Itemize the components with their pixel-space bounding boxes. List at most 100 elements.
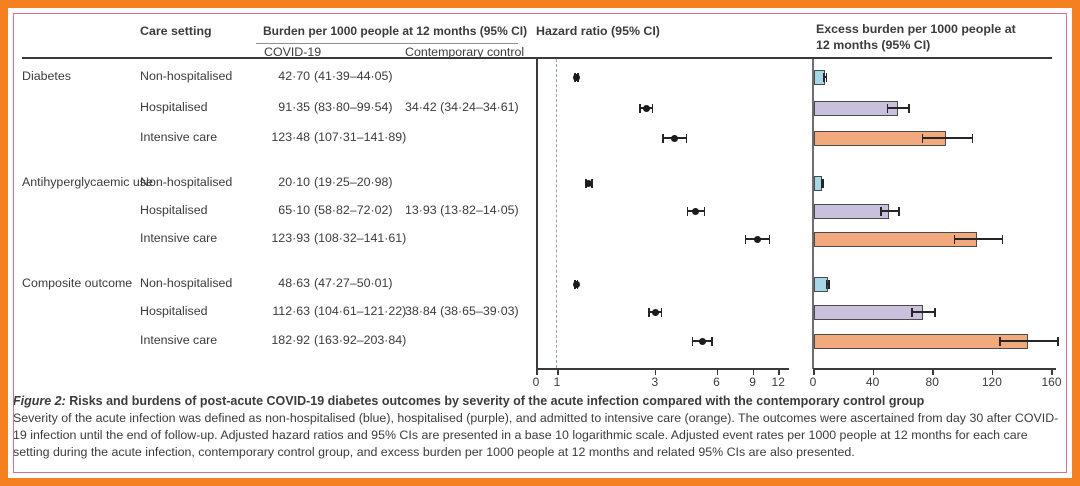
care-setting-label: Hospitalised bbox=[140, 203, 208, 217]
outcome-label: Antihyperglycaemic use bbox=[22, 175, 153, 189]
excess-ci-cap-right bbox=[828, 279, 830, 289]
excess-ci-line bbox=[921, 137, 974, 139]
outcome-label: Diabetes bbox=[22, 69, 71, 83]
hr-ci-cap-right bbox=[703, 206, 706, 216]
covid-burden-value: 65·10 (58·82–72·02) bbox=[263, 203, 393, 218]
hazard-axis-tick bbox=[778, 369, 780, 375]
figure-title-text: Risks and burdens of post-acute COVID-19… bbox=[65, 394, 925, 408]
hr-point bbox=[573, 73, 581, 81]
hr-ci-cap-right bbox=[651, 103, 654, 113]
covid-burden-value: 112·63 (104·61–121·22) bbox=[263, 304, 406, 319]
care-setting-label: Non-hospitalised bbox=[140, 276, 233, 290]
excess-burden-header: Excess burden per 1000 people at 12 mont… bbox=[816, 22, 1016, 52]
bar-x-axis bbox=[813, 368, 1056, 370]
hr-ci-cap-left bbox=[691, 336, 694, 346]
header-rule bbox=[22, 57, 1052, 60]
hazard-axis-tick bbox=[536, 369, 538, 375]
excess-ci-cap-left bbox=[953, 234, 956, 244]
hr-point bbox=[642, 104, 650, 112]
covid-burden-ci: (19·25–20·98) bbox=[314, 175, 393, 189]
excess-ci-cap-right bbox=[821, 178, 824, 188]
control-burden-value: 34·42 (34·24–34·61) bbox=[405, 100, 519, 114]
covid-burden-number: 112·63 bbox=[272, 304, 310, 318]
hr-ci-cap-right bbox=[591, 178, 594, 188]
care-setting-label: Non-hospitalised bbox=[140, 69, 233, 83]
hazard-axis-tick bbox=[557, 369, 559, 375]
excess-axis-tick bbox=[1051, 369, 1053, 375]
hazard-axis-tick-label: 6 bbox=[713, 375, 720, 389]
covid-burden-ci: (108·32–141·61) bbox=[314, 231, 407, 245]
care-setting-label: Hospitalised bbox=[140, 100, 208, 114]
hr-ci-cap-right bbox=[685, 133, 688, 143]
hr-ci-cap-left bbox=[686, 206, 689, 216]
burden-header: Burden per 1000 people at 12 months (95%… bbox=[263, 24, 528, 38]
hr-ci-cap-right bbox=[711, 336, 713, 346]
care-setting-label: Hospitalised bbox=[140, 304, 208, 318]
covid-burden-value: 91·35 (83·80–99·54) bbox=[263, 100, 392, 115]
care-setting-header: Care setting bbox=[140, 24, 212, 38]
hr-ci-cap-right bbox=[768, 234, 771, 244]
outcome-label: Composite outcome bbox=[22, 276, 133, 290]
control-burden-value: 38·84 (38·65–39·03) bbox=[405, 304, 519, 318]
excess-ci-cap-left bbox=[820, 178, 823, 188]
excess-ci-cap-right bbox=[1001, 234, 1004, 244]
covid-burden-number: 91·35 bbox=[278, 100, 310, 114]
hr-point bbox=[572, 280, 580, 288]
covid-burden-number: 182·92 bbox=[271, 333, 310, 347]
hr-ci-cap-left bbox=[744, 234, 747, 244]
excess-ci-cap-right bbox=[1057, 336, 1059, 346]
excess-axis-tick-label: 120 bbox=[981, 375, 1002, 389]
covid-burden-value: 123·93 (108·32–141·61) bbox=[263, 231, 406, 246]
excess-ci-cap-left bbox=[825, 279, 828, 289]
excess-axis-tick-label: 80 bbox=[925, 375, 939, 389]
excess-ci-line bbox=[999, 340, 1059, 342]
excess-ci-line bbox=[911, 311, 936, 313]
covid-burden-ci: (104·61–121·22) bbox=[314, 304, 407, 318]
hr-point bbox=[698, 337, 706, 345]
hazard-ratio-header: Hazard ratio (95% CI) bbox=[536, 24, 660, 38]
excess-ci-cap-right bbox=[971, 133, 974, 143]
covid-burden-number: 48·63 bbox=[278, 276, 310, 290]
excess-axis-tick bbox=[872, 369, 875, 375]
control-subheader: Contemporary control bbox=[405, 45, 525, 59]
covid-burden-number: 123·93 bbox=[271, 231, 310, 245]
hazard-axis-tick-label: 1 bbox=[553, 375, 561, 389]
excess-ci-line bbox=[825, 283, 830, 285]
covid-burden-ci: (107·31–141·89) bbox=[314, 130, 407, 144]
excess-ci-cap-left bbox=[823, 72, 825, 82]
figure-caption-title: Figure 2: Risks and burdens of post-acut… bbox=[13, 394, 1063, 408]
hr-ci-cap-right bbox=[660, 307, 663, 317]
hazard-axis-tick-label: 12 bbox=[771, 375, 785, 389]
care-setting-label: Intensive care bbox=[140, 333, 218, 347]
excess-ci-cap-left bbox=[921, 133, 924, 143]
covid-burden-ci: (58·82–72·02) bbox=[314, 203, 393, 217]
hazard-axis-tick-label: 3 bbox=[651, 375, 659, 389]
excess-ci-cap-left bbox=[911, 307, 913, 317]
excess-axis-tick bbox=[991, 369, 994, 375]
care-setting-label: Intensive care bbox=[140, 130, 218, 144]
hazard-axis-tick bbox=[654, 369, 657, 375]
excess-ci-cap-right bbox=[897, 206, 900, 216]
excess-ci-cap-right bbox=[934, 307, 936, 317]
excess-axis-tick-label: 40 bbox=[865, 375, 880, 389]
excess-ci-line bbox=[953, 238, 1004, 240]
inner-pink-frame bbox=[13, 13, 1067, 473]
hazard-axis-tick-label: 9 bbox=[749, 375, 756, 389]
bar-left-axis bbox=[812, 59, 814, 369]
care-setting-label: Intensive care bbox=[140, 231, 218, 245]
burden-header-underline bbox=[256, 42, 518, 44]
excess-axis-tick-label: 160 bbox=[1041, 375, 1062, 389]
excess-axis-tick bbox=[813, 369, 815, 375]
care-setting-label: Non-hospitalised bbox=[140, 175, 233, 189]
excess-ci-cap-right bbox=[908, 103, 911, 113]
hr-point bbox=[585, 179, 593, 187]
covid-burden-number: 42·70 bbox=[278, 69, 310, 83]
hr-point bbox=[671, 134, 679, 142]
hazard-axis-tick bbox=[752, 369, 755, 375]
hr-ci-cap-left bbox=[648, 307, 650, 317]
figure-label: Figure 2: bbox=[13, 394, 66, 408]
excess-axis-tick bbox=[932, 369, 934, 375]
